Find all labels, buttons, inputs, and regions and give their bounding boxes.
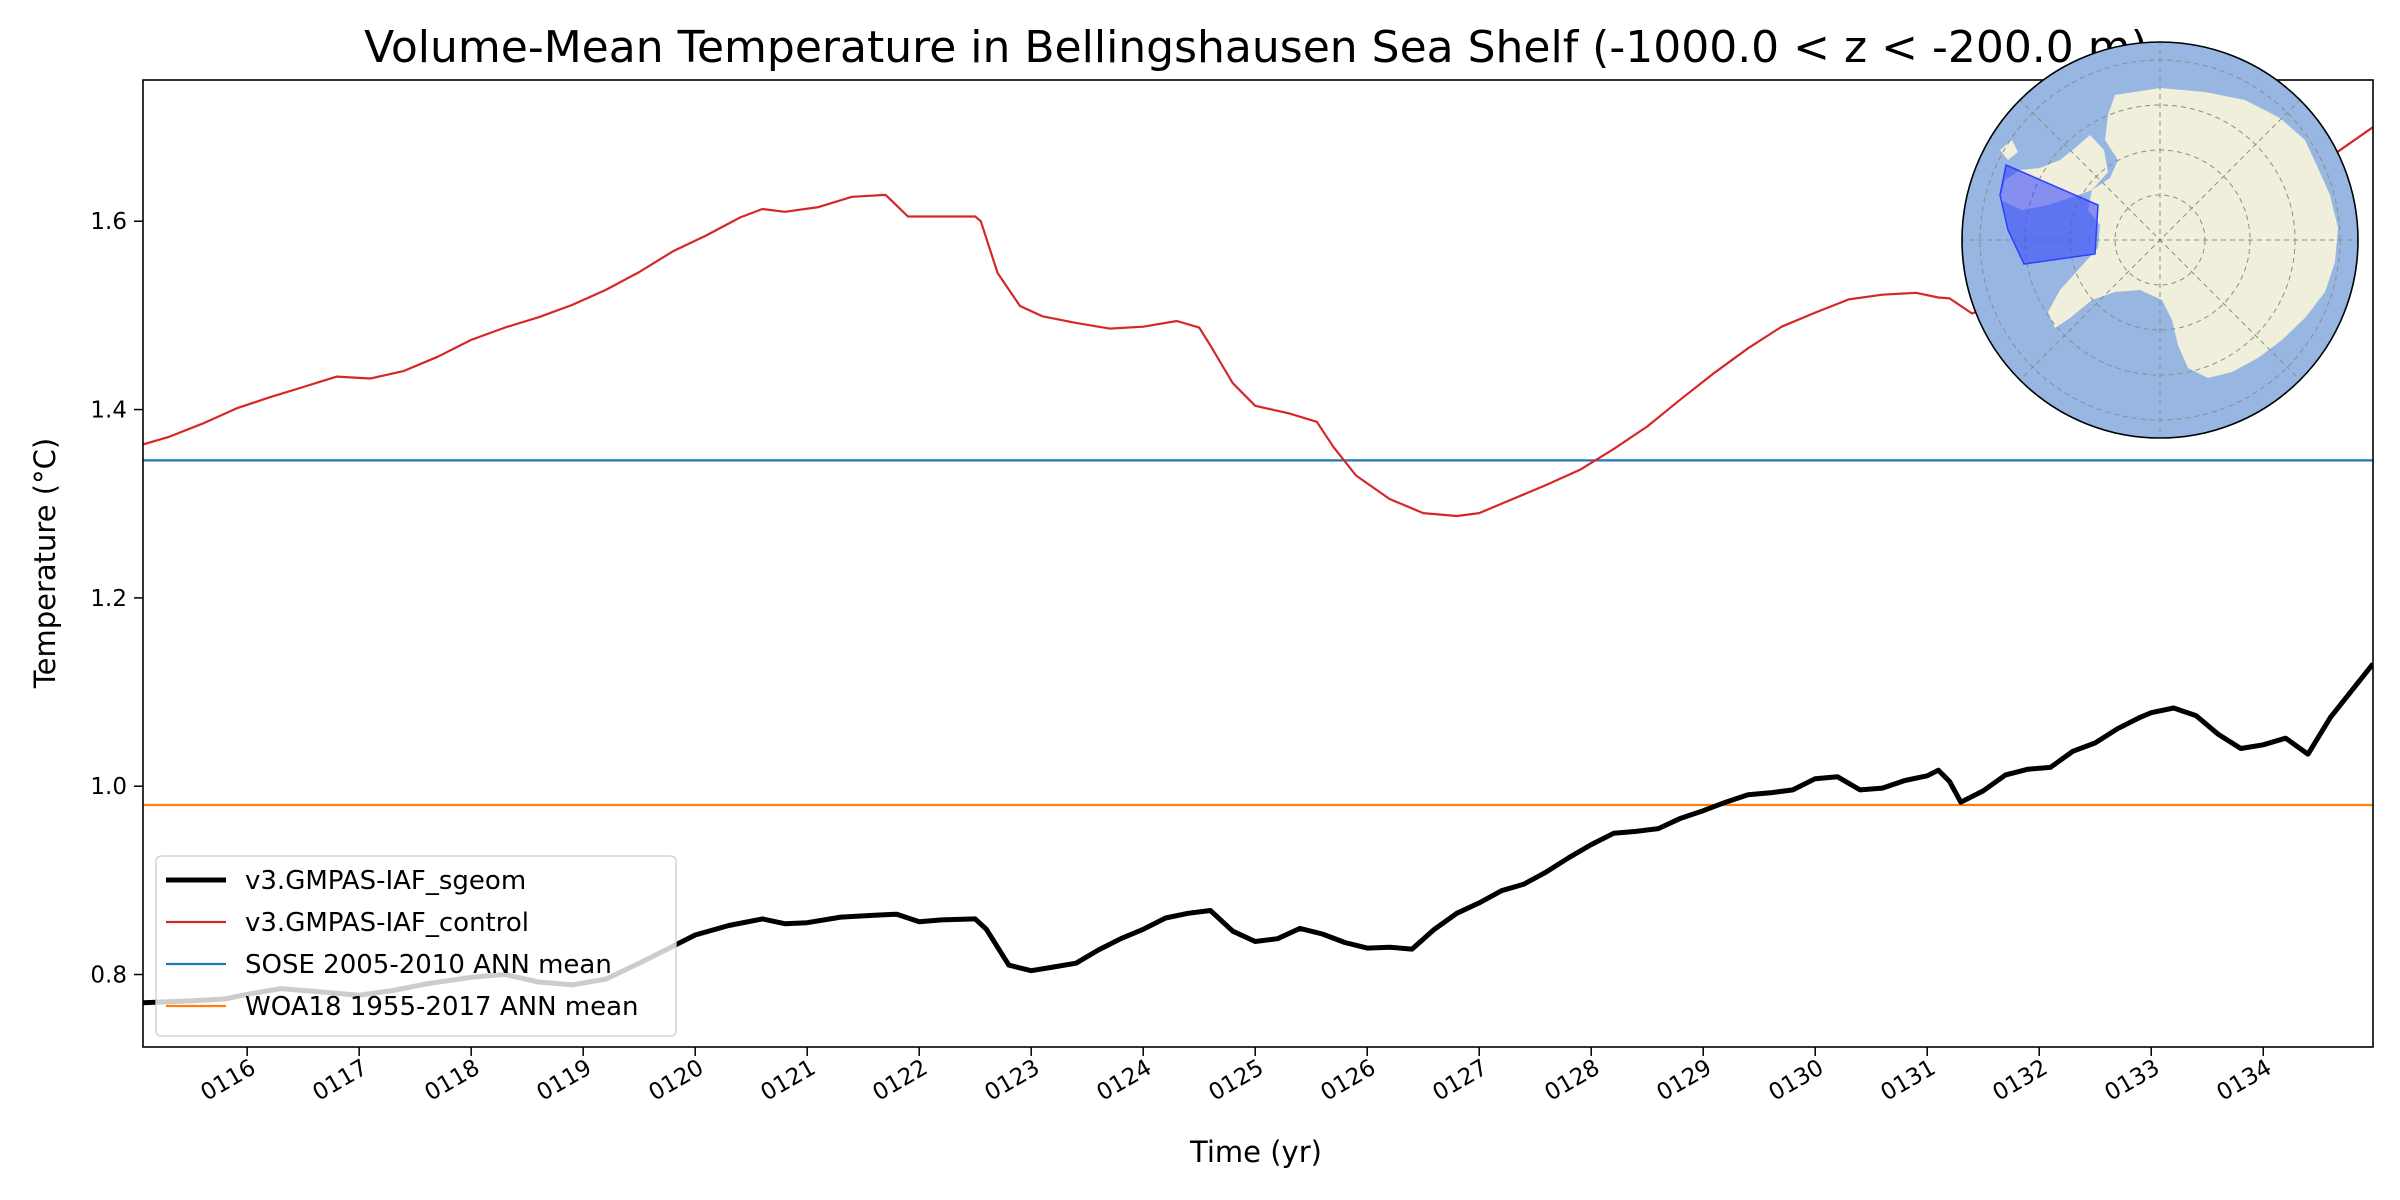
map-graticule: [1962, 42, 2358, 438]
y-axis-label: Temperature (°C): [28, 438, 62, 689]
x-tick-label: 0126: [1317, 1055, 1381, 1107]
x-tick-label: 0134: [2213, 1055, 2277, 1107]
y-tick-label: 1.4: [90, 398, 127, 424]
legend-box: [155, 855, 677, 1037]
x-tick-label: 0124: [1092, 1055, 1156, 1107]
y-tick-label: 1.0: [90, 774, 127, 800]
map-region-bellingshausen: [1999, 163, 2099, 265]
x-tick-label: 0132: [1989, 1055, 2053, 1107]
x-axis-label: Time (yr): [1189, 1135, 1322, 1169]
x-tick-label: 0122: [868, 1055, 932, 1107]
x-tick-label: 0117: [308, 1055, 372, 1107]
antarctica-map-icon: [1961, 41, 2359, 439]
x-tick-label: 0119: [532, 1055, 596, 1107]
map-border: [1961, 41, 2359, 439]
plot-frame: [142, 79, 2374, 1048]
legend-label-control: v3.GMPAS-IAF_control: [245, 908, 529, 938]
y-tick-label: 0.8: [90, 962, 127, 988]
legend-label-woa18: WOA18 1955-2017 ANN mean: [245, 992, 639, 1022]
legend-label-sose: SOSE 2005-2010 ANN mean: [245, 950, 612, 980]
x-tick-label: 0123: [980, 1055, 1044, 1107]
x-tick-label: 0125: [1204, 1055, 1268, 1107]
map-land-antarctica: [2048, 88, 2338, 378]
legend: v3.GMPAS-IAF_sgeom v3.GMPAS-IAF_control …: [155, 855, 677, 1037]
x-tick-label: 0118: [420, 1055, 484, 1107]
x-axis: 0116 0117 0118 0119 0120 0121 0122 0123 0124 0125…: [196, 1047, 2276, 1106]
x-tick-label: 0129: [1653, 1055, 1717, 1107]
x-tick-label: 0128: [1541, 1055, 1605, 1107]
x-tick-label: 0120: [644, 1055, 708, 1107]
legend-label-sgeom: v3.GMPAS-IAF_sgeom: [245, 866, 526, 896]
x-tick-label: 0116: [196, 1055, 260, 1107]
chart-title: Volume-Mean Temperature in Bellingshause…: [364, 22, 2148, 73]
x-tick-label: 0127: [1429, 1055, 1493, 1107]
y-axis: 0.8 1.0 1.2 1.4 1.6: [90, 209, 143, 988]
y-tick-label: 1.2: [90, 586, 127, 612]
map-land-islands: [2000, 140, 2018, 160]
y-tick-label: 1.6: [90, 209, 127, 235]
x-tick-label: 0131: [1877, 1055, 1941, 1107]
x-tick-label: 0133: [2101, 1055, 2165, 1107]
series-line-control: [143, 126, 2373, 518]
x-tick-label: 0121: [756, 1055, 820, 1107]
x-tick-label: 0130: [1765, 1055, 1829, 1107]
